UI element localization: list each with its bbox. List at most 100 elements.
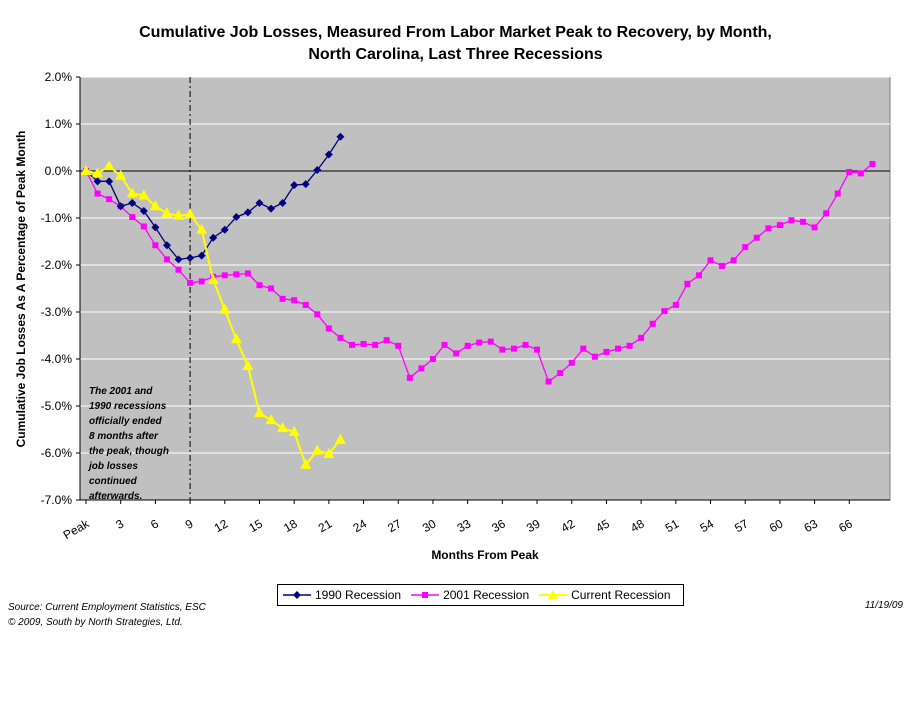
data-point (323, 447, 335, 458)
data-point (776, 222, 783, 229)
data-point (591, 353, 598, 360)
data-point (209, 233, 218, 242)
data-point (823, 210, 830, 217)
data-point (253, 407, 265, 418)
data-point (325, 325, 332, 332)
data-point (534, 346, 541, 353)
data-point (545, 378, 552, 385)
x-tick-label: 57 (732, 516, 751, 535)
data-point (834, 190, 841, 197)
data-point (406, 374, 413, 381)
data-point (106, 196, 113, 203)
annotation-line: job losses (89, 461, 138, 472)
x-tick-label: 51 (663, 516, 682, 535)
data-point (603, 348, 610, 355)
data-point (198, 278, 205, 285)
data-point (568, 359, 575, 366)
data-point (742, 244, 749, 251)
annotation-line: afterwards. (89, 491, 143, 502)
legend-marker-triangle (539, 590, 568, 599)
data-point (336, 132, 345, 141)
data-point (174, 255, 183, 264)
data-point (684, 280, 691, 287)
data-point (857, 170, 864, 177)
data-point (232, 213, 241, 222)
data-point (105, 177, 114, 186)
data-point (138, 189, 150, 200)
data-point (580, 345, 587, 352)
data-point (196, 223, 208, 234)
data-point (128, 198, 137, 207)
data-point (151, 223, 160, 232)
data-point (94, 190, 101, 197)
data-point (846, 168, 853, 175)
data-point (395, 342, 402, 349)
legend-label: 2001 Recession (443, 588, 530, 602)
data-point (242, 360, 254, 371)
data-point (80, 165, 92, 175)
data-point (152, 242, 159, 249)
data-point (290, 181, 299, 190)
x-tick-label: 15 (246, 516, 265, 535)
legend-marker-diamond (283, 591, 311, 599)
legend-item-current: Current Recession (538, 588, 671, 602)
data-point (288, 425, 300, 436)
data-point (464, 342, 471, 349)
data-point (103, 160, 115, 171)
data-point (93, 177, 102, 186)
x-tick-label: 48 (628, 516, 647, 535)
data-point (184, 208, 196, 219)
data-point (301, 180, 310, 189)
data-point (672, 301, 679, 308)
annotation-line: the peak, though (89, 446, 169, 457)
y-tick-label: 2.0% (45, 70, 73, 84)
x-tick-label: 33 (455, 516, 474, 535)
y-tick-label: -4.0% (41, 352, 73, 366)
x-tick-label: 39 (524, 516, 543, 535)
data-point (291, 297, 298, 304)
data-point (197, 251, 206, 260)
data-point (788, 217, 795, 224)
data-point (256, 282, 263, 289)
data-point (278, 198, 287, 207)
data-point (372, 341, 379, 348)
series-1990-recession (82, 132, 345, 264)
x-tick-label: Peak (61, 516, 93, 542)
data-point (324, 150, 333, 159)
x-tick-label: 63 (802, 516, 821, 535)
data-point (115, 169, 127, 180)
data-point (349, 341, 355, 348)
data-point (487, 338, 494, 345)
data-point (429, 356, 436, 362)
x-tick-label: 6 (148, 516, 161, 532)
data-point (811, 224, 818, 231)
y-tick-label: -7.0% (41, 493, 73, 507)
copyright-line: © 2009, South by North Strategies, Ltd. (8, 617, 183, 628)
data-point (279, 295, 286, 302)
data-point (661, 308, 668, 315)
data-point (626, 342, 633, 349)
data-point (334, 433, 346, 444)
data-point (219, 303, 231, 314)
x-tick-label: 21 (316, 516, 335, 535)
data-point (207, 274, 219, 285)
x-tick-label: 27 (385, 516, 404, 535)
data-point (649, 320, 656, 327)
x-tick-label: 36 (489, 516, 508, 535)
data-point (707, 257, 714, 264)
date-stamp: 11/19/09 (864, 600, 903, 611)
data-point (187, 279, 194, 286)
x-tick-label: 66 (836, 516, 855, 535)
x-axis: Peak 3 6 9 12 15 18 21 24 27 30 33 36 39 42 45 48 51 54 57 6… (61, 499, 890, 542)
annotation-line: officially ended (89, 416, 162, 427)
data-point (695, 272, 702, 279)
data-point (161, 207, 173, 218)
x-tick-label: 54 (697, 516, 716, 535)
x-tick-label: 60 (767, 516, 786, 535)
x-tick-label: 30 (420, 516, 439, 535)
data-point (753, 234, 760, 241)
data-point (139, 206, 148, 215)
data-point (522, 341, 529, 348)
data-point (313, 166, 322, 175)
data-point (510, 345, 517, 352)
